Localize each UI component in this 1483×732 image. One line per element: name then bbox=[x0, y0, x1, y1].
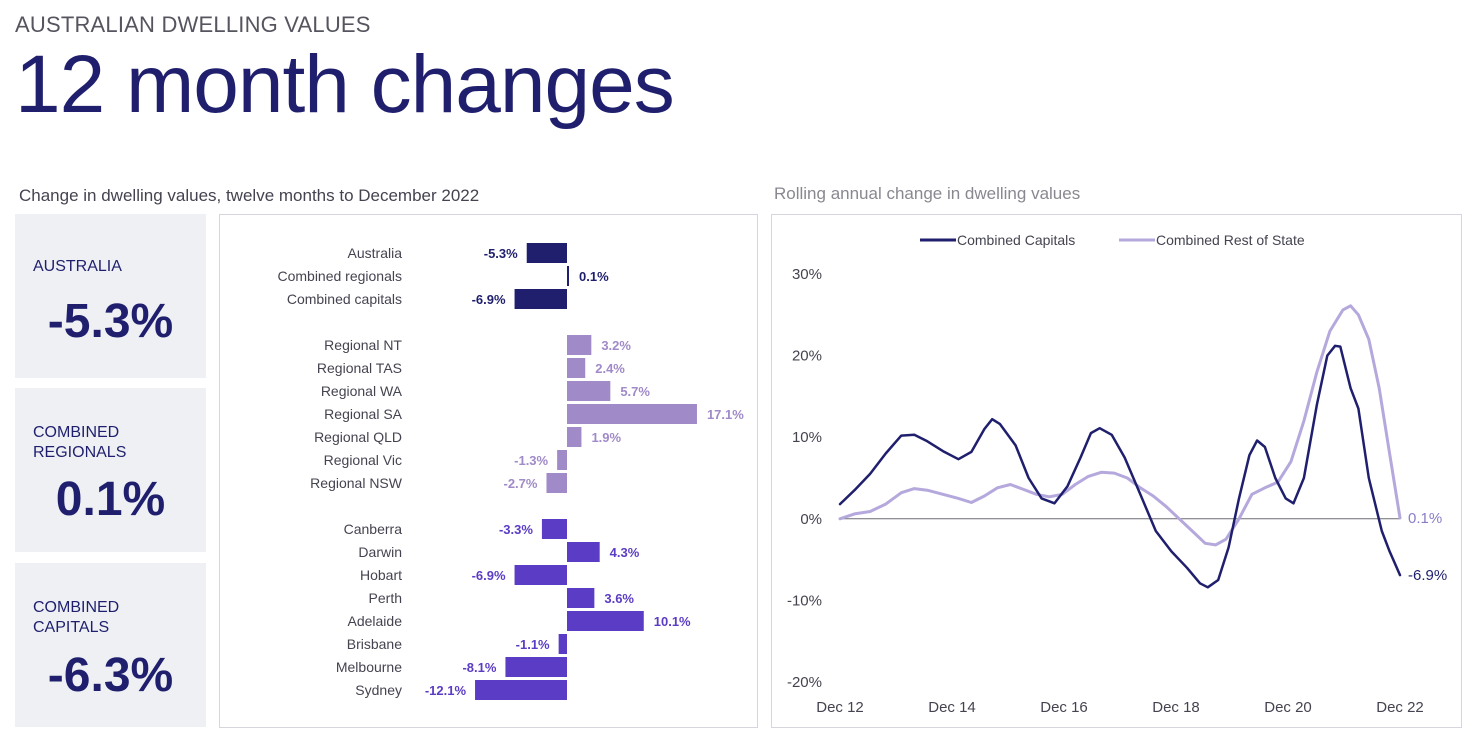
x-tick-label: Dec 14 bbox=[928, 699, 976, 716]
kpi-label: AUSTRALIA bbox=[33, 257, 122, 277]
y-tick-label: -20% bbox=[787, 674, 822, 691]
bar bbox=[567, 335, 592, 355]
bar-chart-panel: Australia -5.3% Combined regionals 0.1% Comb… bbox=[219, 214, 758, 728]
legend-label: Combined Rest of State bbox=[1156, 232, 1305, 248]
bar bbox=[558, 634, 567, 654]
line-chart: 30% 20% 10% 0% -10% -20% Dec 12 Dec 14 Dec 16 Dec… bbox=[787, 232, 1447, 716]
bar-value-label: 17.1% bbox=[707, 407, 744, 422]
bar-value-label: 4.3% bbox=[610, 545, 640, 560]
y-tick-label: -10% bbox=[787, 592, 822, 609]
series-line bbox=[838, 304, 1402, 547]
kpi-card-australia: AUSTRALIA -5.3% bbox=[15, 214, 206, 378]
bar-value-label: -12.1% bbox=[425, 683, 467, 698]
bar bbox=[567, 404, 697, 424]
bar-category-label: Regional SA bbox=[324, 406, 402, 422]
series-end-label: 0.1% bbox=[1408, 510, 1442, 527]
kpi-label-line: COMBINED bbox=[33, 599, 120, 616]
bar-value-label: 5.7% bbox=[620, 384, 650, 399]
bar-value-label: -6.9% bbox=[472, 292, 506, 307]
series-end-label: -6.9% bbox=[1408, 567, 1447, 584]
bar-value-label: 10.1% bbox=[654, 614, 691, 629]
kpi-label-line: CAPITALS bbox=[33, 619, 110, 636]
kpi-value: -5.3% bbox=[47, 295, 174, 348]
line-chart-panel: 30% 20% 10% 0% -10% -20% Dec 12 Dec 14 Dec 16 Dec… bbox=[771, 214, 1462, 728]
x-tick-label: Dec 22 bbox=[1376, 699, 1424, 716]
bar-category-label: Melbourne bbox=[336, 659, 402, 675]
kpi-card-combined-regionals: COMBINED REGIONALS 0.1% bbox=[15, 388, 206, 552]
bar bbox=[514, 565, 567, 585]
bar-chart: Australia -5.3% Combined regionals 0.1% Comb… bbox=[277, 243, 744, 700]
bar bbox=[475, 680, 567, 700]
kpi-value: 0.1% bbox=[55, 473, 166, 526]
line-chart-title: Rolling annual change in dwelling values bbox=[774, 184, 1081, 203]
bar-value-label: -5.3% bbox=[484, 246, 518, 261]
bar-value-label: -6.9% bbox=[472, 568, 506, 583]
bar-value-label: -1.3% bbox=[514, 453, 548, 468]
bar-category-label: Regional NSW bbox=[310, 475, 403, 491]
bar bbox=[557, 450, 567, 470]
bar-value-label: 0.1% bbox=[579, 269, 609, 284]
bar-category-label: Adelaide bbox=[348, 613, 403, 629]
bar-category-label: Darwin bbox=[358, 544, 402, 560]
kpi-label-line: AUSTRALIA bbox=[33, 258, 122, 275]
bar-category-label: Combined regionals bbox=[277, 268, 402, 284]
bar-category-label: Regional NT bbox=[324, 337, 402, 353]
x-tick-label: Dec 20 bbox=[1264, 699, 1312, 716]
bar-category-label: Hobart bbox=[360, 567, 402, 583]
bar-value-label: 3.2% bbox=[601, 338, 631, 353]
bar bbox=[567, 588, 595, 608]
y-tick-label: 30% bbox=[792, 266, 822, 283]
bar bbox=[546, 473, 567, 493]
bar-value-label: 3.6% bbox=[604, 591, 634, 606]
kpi-label: COMBINED REGIONALS bbox=[33, 423, 126, 463]
bar bbox=[505, 657, 567, 677]
bar-category-label: Brisbane bbox=[347, 636, 402, 652]
bar-value-label: -3.3% bbox=[499, 522, 533, 537]
bar bbox=[567, 381, 611, 401]
kpi-label-line: REGIONALS bbox=[33, 444, 127, 461]
bar-category-label: Regional WA bbox=[321, 383, 403, 399]
bar-category-label: Australia bbox=[348, 245, 403, 261]
bar bbox=[567, 542, 600, 562]
x-tick-label: Dec 18 bbox=[1152, 699, 1200, 716]
series-line bbox=[838, 344, 1402, 589]
bar bbox=[567, 611, 644, 631]
bar bbox=[567, 427, 582, 447]
bar bbox=[514, 289, 567, 309]
legend-label: Combined Capitals bbox=[957, 232, 1075, 248]
bar-chart-title: Change in dwelling values, twelve months… bbox=[19, 186, 480, 205]
bar bbox=[541, 519, 567, 539]
kpi-label-line: COMBINED bbox=[33, 424, 120, 441]
kpi-value: -6.3% bbox=[47, 649, 174, 702]
bar-value-label: 2.4% bbox=[595, 361, 625, 376]
bar-value-label: 1.9% bbox=[591, 430, 621, 445]
bar-value-label: -2.7% bbox=[504, 476, 538, 491]
bar-value-label: -8.1% bbox=[462, 660, 496, 675]
y-tick-label: 20% bbox=[792, 348, 822, 365]
bar-category-label: Combined capitals bbox=[287, 291, 402, 307]
bar-category-label: Regional QLD bbox=[314, 429, 402, 445]
bar bbox=[526, 243, 567, 263]
y-tick-label: 0% bbox=[800, 511, 822, 528]
x-tick-label: Dec 16 bbox=[1040, 699, 1088, 716]
x-tick-label: Dec 12 bbox=[816, 699, 864, 716]
bar-category-label: Regional Vic bbox=[324, 452, 402, 468]
bar-category-label: Canberra bbox=[344, 521, 403, 537]
bar bbox=[567, 266, 569, 286]
kpi-label: COMBINED CAPITALS bbox=[33, 598, 119, 638]
bar-category-label: Regional TAS bbox=[317, 360, 402, 376]
page-eyebrow: AUSTRALIAN DWELLING VALUES bbox=[15, 12, 371, 37]
bar-category-label: Perth bbox=[369, 590, 402, 606]
page-title: 12 month changes bbox=[15, 39, 675, 130]
bar bbox=[567, 358, 586, 378]
y-tick-label: 10% bbox=[792, 429, 822, 446]
bar-category-label: Sydney bbox=[355, 682, 402, 698]
bar-value-label: -1.1% bbox=[516, 637, 550, 652]
kpi-card-combined-capitals: COMBINED CAPITALS -6.3% bbox=[15, 563, 206, 727]
